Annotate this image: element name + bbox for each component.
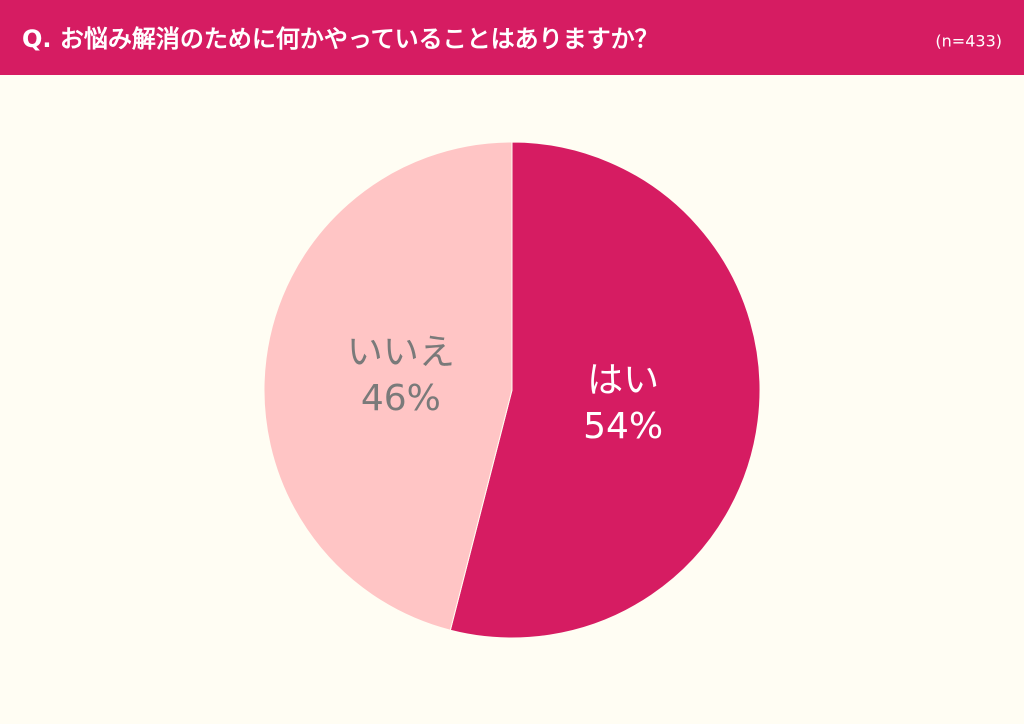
slice-label: はい [587, 360, 659, 401]
chart-subtitle: (n=433) [935, 32, 1002, 51]
pie-slice [263, 141, 513, 631]
pie-slice [449, 141, 761, 639]
slice-label: いいえ [347, 332, 455, 373]
value-label: 54% [583, 406, 663, 447]
header-bar [0, 0, 1024, 75]
chart-title: Q. お悩み解消のために何かやっていることはありますか？ [22, 25, 659, 53]
value-label: 46% [361, 378, 441, 419]
